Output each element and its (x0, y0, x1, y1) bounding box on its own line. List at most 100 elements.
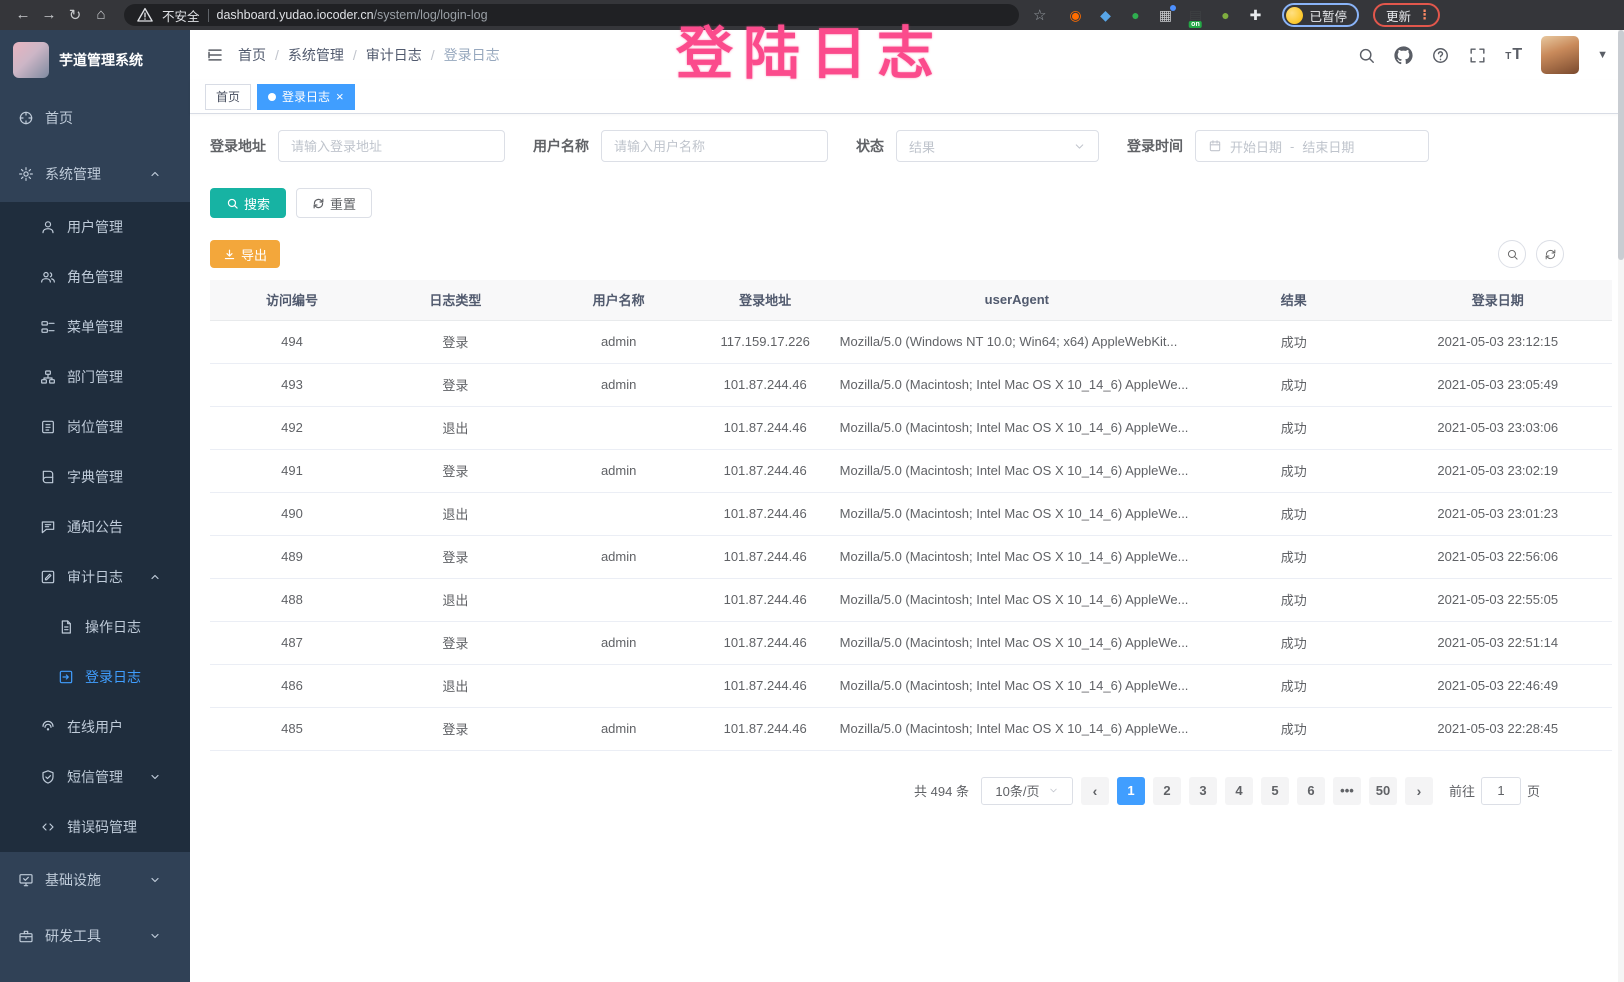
chrome-update-button[interactable]: 更新 ⋮ (1372, 3, 1440, 27)
adblock-ring-icon[interactable]: ◉ (1069, 7, 1082, 23)
bookmark-star-icon[interactable]: ☆ (1033, 7, 1047, 24)
cell: 2021-05-03 22:51:14 (1383, 621, 1612, 665)
login-address-input[interactable] (278, 130, 505, 162)
forward-icon[interactable]: → (41, 6, 57, 23)
url-text[interactable]: dashboard.yudao.iocoder.cn/system/log/lo… (217, 8, 488, 22)
page-button[interactable]: 3 (1188, 776, 1217, 805)
sidebar-item-edit[interactable]: 审计日志 (0, 552, 190, 602)
app-logo[interactable]: 芋道管理系统 (0, 30, 190, 90)
prev-page-button[interactable]: ‹ (1080, 776, 1109, 805)
table-row: 490 退出 101.87.244.46 Mozilla/5.0 (Macintosh… (210, 492, 1612, 536)
help-icon[interactable] (1431, 46, 1450, 65)
page-button[interactable]: 2 (1152, 776, 1181, 805)
start-date-placeholder: 开始日期 (1230, 139, 1283, 155)
user-avatar[interactable] (1541, 36, 1580, 74)
github-icon[interactable] (1394, 46, 1413, 65)
table-row: 493 登录 admin 101.87.244.46 Mozilla/5.0 (Maci… (210, 363, 1612, 407)
divider (207, 8, 209, 22)
apps-grid-icon[interactable]: ▦ (1156, 5, 1177, 24)
cell: 2021-05-03 23:05:49 (1383, 363, 1612, 407)
diamond-extension-icon[interactable]: ◆ (1100, 7, 1111, 23)
total-count: 共 494 条 (914, 784, 969, 799)
app-frame: 芋道管理系统 首页 系统管理 用户管理 角色管理 菜单管理 部门管理 岗位管理 字典管理 通知公… (0, 30, 1624, 982)
cell: admin (536, 363, 701, 407)
font-size-icon[interactable]: TT (1505, 46, 1524, 63)
sidebar-item-code[interactable]: 错误码管理 (0, 802, 190, 852)
fold-menu-icon[interactable] (206, 46, 224, 64)
page-button[interactable]: 4 (1224, 776, 1253, 805)
sidebar-item-loginlog[interactable]: 登录日志 (0, 652, 190, 702)
toggle-search-button[interactable] (1498, 240, 1526, 268)
dashboard-icon (18, 110, 34, 126)
page-scrollbar[interactable] (1618, 30, 1624, 982)
breadcrumb-item[interactable]: 系统管理 (287, 47, 344, 63)
extensions-puzzle-icon[interactable]: ✚ (1249, 7, 1262, 23)
login-time-range-picker[interactable]: 开始日期 - 结束日期 (1195, 130, 1429, 162)
sidebar-item-book[interactable]: 字典管理 (0, 452, 190, 502)
tab-登录日志[interactable]: 登录日志 × (257, 83, 355, 110)
url-domain: dashboard.yudao.iocoder.cn (216, 8, 374, 22)
cell: 2021-05-03 22:46:49 (1383, 664, 1612, 708)
page-button[interactable]: 6 (1296, 776, 1325, 805)
fullscreen-icon[interactable] (1468, 46, 1487, 65)
home-icon[interactable]: ⌂ (96, 6, 106, 23)
next-page-button[interactable]: › (1404, 776, 1433, 805)
search-icon (1506, 248, 1519, 261)
sidebar-item-badge[interactable]: 岗位管理 (0, 402, 190, 452)
refresh-table-button[interactable] (1536, 240, 1564, 268)
sidebar-item-label: 岗位管理 (67, 419, 123, 435)
page-size-select[interactable]: 10条/页 (980, 776, 1073, 805)
profile-paused-pill[interactable]: 已暂停 (1282, 3, 1359, 27)
sidebar-item-user[interactable]: 用户管理 (0, 202, 190, 252)
sidebar-item-label: 基础设施 (45, 872, 101, 888)
sidebar-item-monitor[interactable]: 基础设施 (0, 852, 190, 908)
sidebar-item-shield[interactable]: 短信管理 (0, 752, 190, 802)
not-secure-warning-icon (136, 6, 154, 24)
cell: 成功 (1203, 363, 1384, 407)
cell: Mozilla/5.0 (Macintosh; Intel Mac OS X 1… (829, 492, 1204, 536)
sidebar-item-doc[interactable]: 操作日志 (0, 602, 190, 652)
sidebar-item-message[interactable]: 通知公告 (0, 502, 190, 552)
search-button[interactable]: 搜索 (210, 188, 287, 218)
browser-nav-icons: ← → ↻ ⌂ (10, 6, 114, 24)
breadcrumb-item[interactable]: 审计日志 (365, 47, 422, 63)
column-header: 用户名称 (536, 280, 701, 321)
caret-down-icon[interactable]: ▼ (1597, 49, 1608, 61)
sidebar-item-tool[interactable]: 研发工具 (0, 908, 190, 964)
goto-page-input[interactable] (1480, 776, 1521, 805)
green-circle-extension-icon[interactable]: ● (1131, 7, 1140, 23)
sidebar-item-tree[interactable]: 菜单管理 (0, 302, 190, 352)
search-icon[interactable] (1357, 46, 1376, 65)
browser-menu-kebab-icon[interactable]: ⋮ (1417, 7, 1431, 22)
browser-toolbar: ← → ↻ ⌂ 不安全 dashboard.yudao.iocoder.cn/syst… (0, 0, 1624, 30)
username-input[interactable] (601, 130, 828, 162)
end-date-placeholder: 结束日期 (1302, 139, 1355, 155)
reset-button[interactable]: 重置 (296, 188, 373, 218)
status-select[interactable]: 结果 (896, 130, 1099, 162)
cell: 成功 (1203, 406, 1384, 450)
back-icon[interactable]: ← (15, 6, 31, 23)
users-icon (40, 269, 56, 285)
page-button[interactable]: 50 (1368, 776, 1397, 805)
sidebar-item-users[interactable]: 角色管理 (0, 252, 190, 302)
leaf-extension-icon[interactable]: ● (1221, 7, 1230, 23)
reload-icon[interactable]: ↻ (68, 7, 82, 24)
sidebar-item-online[interactable]: 在线用户 (0, 702, 190, 752)
page-button[interactable]: 5 (1260, 776, 1289, 805)
export-button[interactable]: 导出 (210, 240, 281, 268)
tab-close-icon[interactable]: × (336, 89, 344, 104)
paused-badge: 已暂停 (1309, 9, 1347, 24)
sidebar-item-org[interactable]: 部门管理 (0, 352, 190, 402)
sidebar-item-gear[interactable]: 系统管理 (0, 146, 190, 202)
cell: 2021-05-03 23:12:15 (1383, 320, 1612, 364)
sidebar-item-dashboard[interactable]: 首页 (0, 90, 190, 146)
app-title: 芋道管理系统 (59, 52, 143, 68)
scrollbar-thumb[interactable] (1618, 30, 1624, 260)
address-bar[interactable]: 不安全 dashboard.yudao.iocoder.cn/system/lo… (124, 4, 1019, 26)
cell: 101.87.244.46 (700, 578, 830, 622)
page-button[interactable]: 1 (1116, 776, 1145, 805)
tampermonkey-icon[interactable]: ▤ on (1188, 7, 1203, 28)
tab-首页[interactable]: 首页 (205, 83, 252, 110)
breadcrumb-item[interactable]: 首页 (238, 47, 266, 63)
